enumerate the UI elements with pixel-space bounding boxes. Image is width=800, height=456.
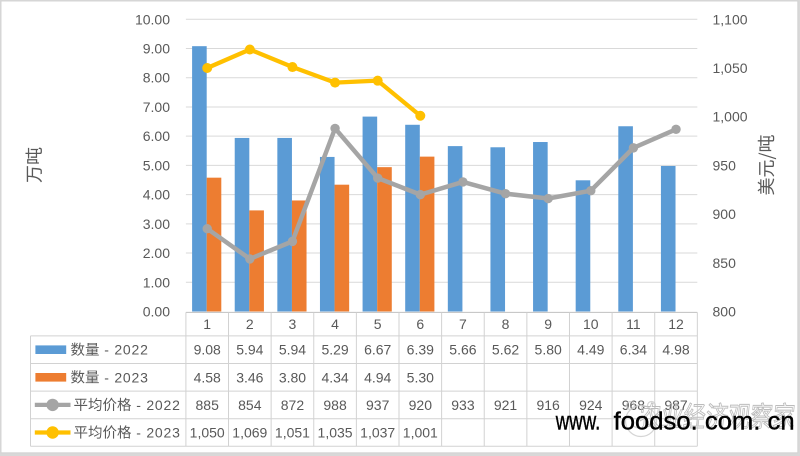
svg-text:3.80: 3.80: [279, 369, 306, 385]
svg-text:920: 920: [409, 397, 433, 413]
svg-text:5.30: 5.30: [407, 369, 434, 385]
svg-text:4.00: 4.00: [143, 187, 170, 203]
svg-text:4: 4: [331, 316, 339, 332]
svg-text:3.00: 3.00: [143, 216, 170, 232]
svg-text:- 2022: - 2022: [132, 397, 181, 413]
svg-text:5.66: 5.66: [449, 342, 476, 358]
svg-text:10.00: 10.00: [135, 11, 170, 27]
svg-text:885: 885: [196, 397, 220, 413]
svg-text:2.00: 2.00: [143, 245, 170, 261]
svg-text:1.00: 1.00: [143, 274, 170, 290]
svg-text:937: 937: [366, 397, 390, 413]
svg-text:8: 8: [502, 316, 510, 332]
svg-text:6.34: 6.34: [620, 342, 647, 358]
svg-text:- 2022: - 2022: [100, 342, 149, 358]
svg-text:foodso. com. cn: foodso. com. cn: [614, 408, 795, 436]
svg-text:1,050: 1,050: [713, 60, 748, 76]
svg-text:1,051: 1,051: [275, 425, 310, 441]
svg-text:5.94: 5.94: [279, 342, 306, 358]
svg-text:5.80: 5.80: [535, 342, 562, 358]
svg-text:1,037: 1,037: [360, 425, 395, 441]
svg-text:916: 916: [536, 397, 560, 413]
svg-text:987: 987: [664, 397, 688, 413]
svg-text:11: 11: [626, 316, 641, 332]
svg-text:933: 933: [451, 397, 475, 413]
svg-text:6.67: 6.67: [364, 342, 391, 358]
svg-text:924: 924: [579, 397, 603, 413]
svg-text:6.00: 6.00: [143, 128, 170, 144]
svg-text:3.46: 3.46: [236, 369, 263, 385]
svg-text:854: 854: [238, 397, 262, 413]
svg-text:0.00: 0.00: [143, 304, 170, 320]
svg-text:1,050: 1,050: [190, 425, 225, 441]
svg-text:3: 3: [289, 316, 297, 332]
svg-text:8.00: 8.00: [143, 70, 170, 86]
svg-text:9.08: 9.08: [194, 342, 221, 358]
svg-text:6: 6: [416, 316, 424, 332]
svg-text:2: 2: [246, 316, 254, 332]
svg-text:5.94: 5.94: [236, 342, 263, 358]
svg-text:6.39: 6.39: [407, 342, 434, 358]
svg-text:5.29: 5.29: [321, 342, 348, 358]
svg-text:1,035: 1,035: [318, 425, 353, 441]
svg-text:- 2023: - 2023: [132, 425, 181, 441]
svg-text:5.00: 5.00: [143, 157, 170, 173]
svg-text:1,069: 1,069: [232, 425, 267, 441]
svg-text:7: 7: [459, 316, 467, 332]
svg-text:7.00: 7.00: [143, 99, 170, 115]
svg-text:850: 850: [713, 255, 737, 271]
svg-text:1: 1: [203, 316, 211, 332]
svg-text:www.: www.: [555, 408, 600, 436]
svg-text:5.62: 5.62: [492, 342, 519, 358]
svg-text:1,001: 1,001: [403, 425, 438, 441]
svg-text:921: 921: [494, 397, 518, 413]
svg-text:5: 5: [374, 316, 382, 332]
svg-text:800: 800: [713, 304, 737, 320]
svg-text:4.94: 4.94: [364, 369, 391, 385]
svg-text:950: 950: [713, 157, 737, 173]
svg-text:4.58: 4.58: [194, 369, 221, 385]
svg-text:10: 10: [583, 316, 599, 332]
svg-text:1,000: 1,000: [713, 109, 748, 125]
svg-text:4.34: 4.34: [321, 369, 348, 385]
svg-text:4.49: 4.49: [577, 342, 604, 358]
svg-text:9.00: 9.00: [143, 41, 170, 57]
svg-text:1,100: 1,100: [713, 11, 748, 27]
svg-text:- 2023: - 2023: [100, 369, 149, 385]
svg-text:12: 12: [668, 316, 684, 332]
svg-text:9: 9: [544, 316, 552, 332]
svg-text:988: 988: [323, 397, 347, 413]
svg-text:900: 900: [713, 206, 737, 222]
svg-text:4.98: 4.98: [662, 342, 689, 358]
svg-text:872: 872: [281, 397, 305, 413]
